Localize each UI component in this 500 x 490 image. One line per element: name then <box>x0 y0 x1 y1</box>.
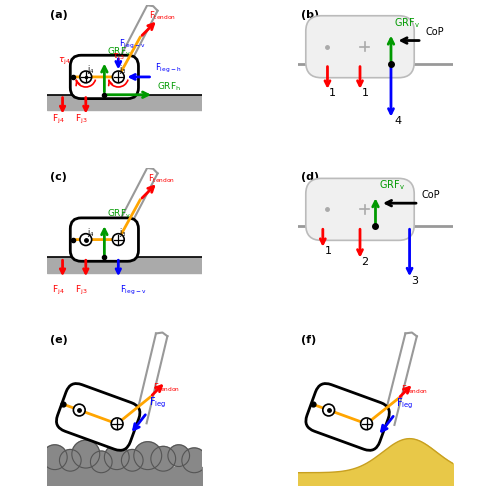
Text: 1: 1 <box>329 88 336 98</box>
Circle shape <box>360 418 372 430</box>
Text: 4: 4 <box>394 116 401 126</box>
Circle shape <box>112 71 124 83</box>
Text: F$_\mathsf{leg}$: F$_\mathsf{leg}$ <box>148 395 166 410</box>
FancyBboxPatch shape <box>306 16 414 78</box>
Circle shape <box>151 446 176 471</box>
Text: j$_3$: j$_3$ <box>119 63 126 76</box>
Text: GRF$_\mathsf{v}$: GRF$_\mathsf{v}$ <box>378 178 404 193</box>
Text: 1: 1 <box>324 246 332 256</box>
Circle shape <box>80 234 92 245</box>
Text: GRF$_\mathsf{h}$: GRF$_\mathsf{h}$ <box>157 81 181 93</box>
Circle shape <box>90 451 112 473</box>
Circle shape <box>168 445 190 466</box>
Text: (a): (a) <box>50 9 68 20</box>
Text: F$_\mathsf{leg-h}$: F$_\mathsf{leg-h}$ <box>156 62 182 75</box>
Text: CoP: CoP <box>422 190 440 200</box>
Bar <box>47 257 202 273</box>
FancyBboxPatch shape <box>70 55 138 98</box>
Circle shape <box>323 404 334 416</box>
Text: F$_\mathsf{leg}$: F$_\mathsf{leg}$ <box>396 397 414 411</box>
Text: (b): (b) <box>301 9 320 20</box>
Text: F$_\mathsf{tendon}$: F$_\mathsf{tendon}$ <box>154 382 180 394</box>
Text: $\tau_\mathsf{j3}$: $\tau_\mathsf{j3}$ <box>112 52 125 63</box>
Circle shape <box>72 440 100 468</box>
FancyBboxPatch shape <box>56 384 140 450</box>
Text: j$_3$: j$_3$ <box>119 226 126 239</box>
Text: F$_\mathsf{leg-v}$: F$_\mathsf{leg-v}$ <box>119 38 146 51</box>
Text: F$_\mathsf{tendon}$: F$_\mathsf{tendon}$ <box>150 9 176 22</box>
Circle shape <box>42 445 67 469</box>
Text: GRF$_\mathsf{v}$: GRF$_\mathsf{v}$ <box>394 16 420 30</box>
Text: (f): (f) <box>301 335 316 345</box>
Circle shape <box>104 445 129 469</box>
Circle shape <box>112 234 124 245</box>
Text: (d): (d) <box>301 172 320 182</box>
Circle shape <box>122 449 143 471</box>
FancyBboxPatch shape <box>306 178 414 241</box>
Bar <box>47 95 202 110</box>
Text: CoP: CoP <box>425 27 444 37</box>
Text: F$_\mathsf{j4}$: F$_\mathsf{j4}$ <box>52 113 64 125</box>
Text: 2: 2 <box>362 257 368 267</box>
Text: (e): (e) <box>50 335 68 345</box>
Circle shape <box>60 449 81 471</box>
FancyBboxPatch shape <box>70 218 138 261</box>
FancyBboxPatch shape <box>306 384 390 450</box>
Text: $\tau_\mathsf{j4}$: $\tau_\mathsf{j4}$ <box>58 56 70 68</box>
Text: j$_4$: j$_4$ <box>86 63 94 76</box>
Text: GRF$_\mathsf{v}$: GRF$_\mathsf{v}$ <box>108 45 132 57</box>
Text: GRF$_\mathsf{v}$: GRF$_\mathsf{v}$ <box>108 208 132 220</box>
Text: j$_4$: j$_4$ <box>86 226 94 239</box>
Text: (c): (c) <box>50 172 67 182</box>
Text: 3: 3 <box>411 276 418 286</box>
Circle shape <box>182 448 206 473</box>
Circle shape <box>134 441 162 469</box>
Text: F$_\mathsf{leg-v}$: F$_\mathsf{leg-v}$ <box>120 284 146 297</box>
Text: F$_\mathsf{tendon}$: F$_\mathsf{tendon}$ <box>148 172 175 185</box>
Text: F$_\mathsf{j3}$: F$_\mathsf{j3}$ <box>75 113 88 125</box>
Text: F$_\mathsf{tendon}$: F$_\mathsf{tendon}$ <box>401 383 428 395</box>
Text: F$_\mathsf{j3}$: F$_\mathsf{j3}$ <box>75 284 88 297</box>
Circle shape <box>74 404 85 416</box>
Text: F$_\mathsf{j4}$: F$_\mathsf{j4}$ <box>52 284 64 297</box>
Circle shape <box>80 71 92 83</box>
Circle shape <box>111 418 123 430</box>
Text: 1: 1 <box>362 88 368 98</box>
